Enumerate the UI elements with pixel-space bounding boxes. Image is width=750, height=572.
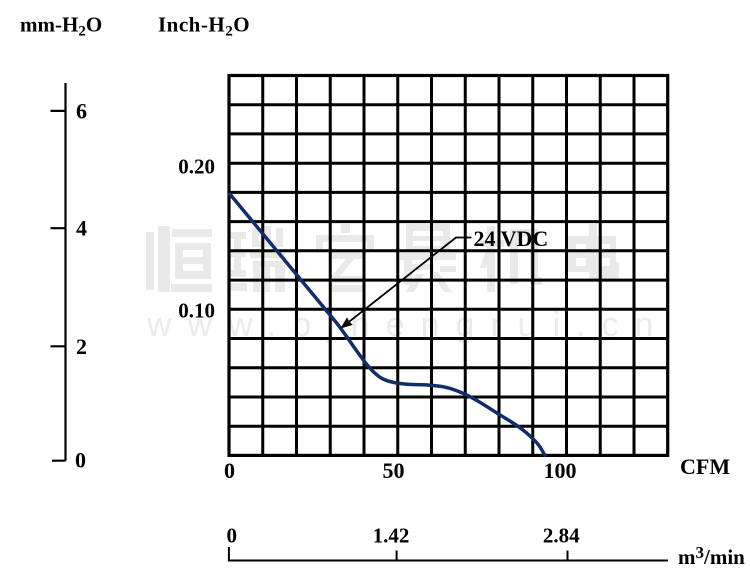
svg-text:6: 6 xyxy=(76,99,87,124)
svg-text:0: 0 xyxy=(224,458,235,483)
svg-text:mm-H2O: mm-H2O xyxy=(20,13,102,40)
svg-text:CFM: CFM xyxy=(680,454,730,479)
svg-text:0: 0 xyxy=(75,447,86,472)
svg-text:50: 50 xyxy=(383,458,405,483)
svg-text:4: 4 xyxy=(76,216,87,241)
svg-text:2.84: 2.84 xyxy=(543,524,580,548)
svg-text:0.10: 0.10 xyxy=(178,299,215,323)
svg-text:0: 0 xyxy=(226,524,237,548)
svg-text:100: 100 xyxy=(544,458,577,483)
svg-text:m3/min: m3/min xyxy=(678,543,745,569)
svg-text:Inch-H2O: Inch-H2O xyxy=(158,13,250,40)
svg-text:2: 2 xyxy=(76,334,87,359)
svg-text:1.42: 1.42 xyxy=(373,524,410,548)
svg-text:0.20: 0.20 xyxy=(178,155,215,179)
svg-text:24 VDC: 24 VDC xyxy=(474,226,549,251)
